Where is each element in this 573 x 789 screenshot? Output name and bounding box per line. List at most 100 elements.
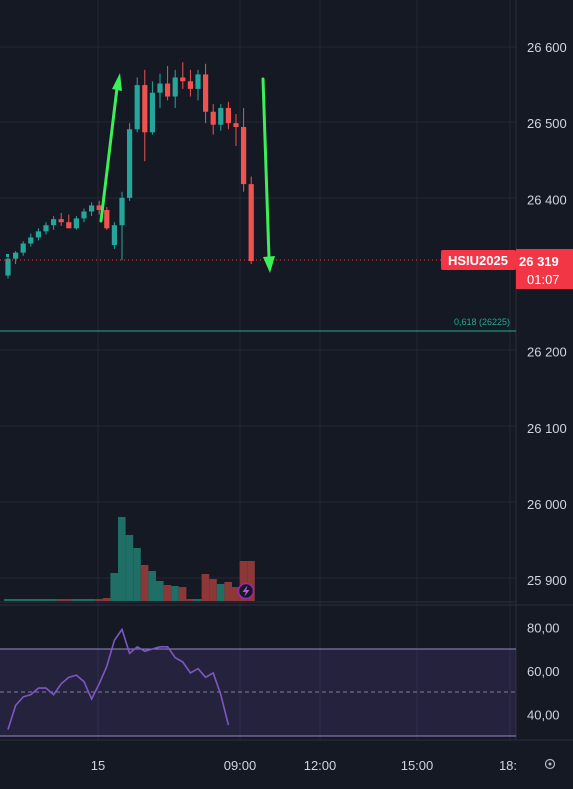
volume-bar	[178, 587, 187, 601]
candle-body	[233, 123, 239, 127]
volume-bar	[163, 585, 172, 601]
volume-bar	[26, 599, 35, 601]
oscillator-pane[interactable]	[0, 627, 516, 737]
time-axis-tick: 15:00	[401, 758, 434, 773]
candle-body	[134, 85, 140, 130]
candle-body	[20, 243, 26, 253]
candle-body	[127, 129, 133, 198]
candle-body	[203, 74, 209, 112]
candle-body	[58, 219, 64, 223]
volume-bar	[247, 561, 255, 601]
time-axis-tick: 18:	[499, 758, 517, 773]
candle-body	[210, 111, 216, 125]
candle-body	[81, 211, 87, 219]
price-axis-tick: 26 400	[527, 192, 567, 207]
time-axis[interactable]: 15 09:00 12:00 15:00 18:	[91, 758, 517, 773]
up-arrow-head[interactable]	[112, 73, 122, 91]
candle-body	[28, 237, 34, 244]
volume-bar	[110, 573, 118, 601]
bar-countdown: 01:07	[527, 272, 560, 287]
grid	[0, 0, 516, 740]
volume-bar	[156, 581, 164, 601]
price-axis-tick: 25 900	[527, 573, 567, 588]
dividend-marker-icon[interactable]	[6, 254, 9, 257]
candle-body	[51, 219, 57, 226]
oscillator-axis-tick: 80,00	[527, 620, 560, 635]
fib-level[interactable]: 0,618 (26225)	[0, 317, 516, 332]
gear-icon[interactable]	[544, 758, 556, 770]
price-axis[interactable]: 26 600 26 500 26 400 26 200 26 100 26 000 25 9…	[527, 40, 567, 588]
candle-body	[43, 225, 49, 232]
candle-body	[195, 74, 201, 89]
volume-bar	[186, 599, 194, 601]
volume-bar	[102, 598, 111, 601]
candle-body	[248, 184, 254, 262]
candle-body	[66, 222, 72, 229]
candle-body	[96, 205, 102, 211]
candle-body	[5, 258, 11, 276]
oscillator-axis[interactable]: 80,00 60,00 40,00	[527, 620, 560, 722]
volume-bar	[42, 599, 50, 601]
volume-bar	[4, 599, 12, 601]
candle-body	[73, 218, 79, 229]
down-arrow-shaft[interactable]	[261, 77, 271, 260]
volume-bar	[140, 565, 149, 601]
volume-bar	[224, 582, 232, 601]
volume-bar	[125, 535, 134, 601]
candle-body	[142, 85, 148, 133]
volume-bar	[216, 584, 225, 601]
candle-body	[119, 197, 125, 226]
volume-bar	[118, 517, 126, 601]
candle-body	[149, 92, 155, 133]
candle-body	[157, 83, 163, 93]
price-axis-tick: 26 600	[527, 40, 567, 55]
volume-bar	[19, 599, 27, 601]
price-tag-box	[516, 249, 573, 289]
candle-body	[180, 77, 186, 82]
volume-bar	[57, 599, 65, 601]
lightning-icon[interactable]	[237, 582, 255, 600]
up-arrow-shaft[interactable]	[99, 86, 119, 223]
candle-body	[187, 81, 193, 89]
last-price-tag[interactable]: HSIU2025 26 319 01:07	[441, 249, 573, 289]
volume-bar	[133, 548, 141, 601]
oscillator-axis-tick: 60,00	[527, 664, 560, 679]
volume-layer	[4, 517, 255, 601]
fib-level-label: 0,618 (26225)	[454, 317, 510, 327]
volume-bar	[148, 571, 156, 601]
volume-bar	[194, 599, 202, 601]
volume-bar	[209, 579, 217, 601]
candle-body	[165, 83, 171, 97]
volume-bar	[95, 599, 103, 601]
volume-bar	[232, 587, 240, 601]
oscillator-axis-tick: 40,00	[527, 707, 560, 722]
volume-bar	[64, 599, 73, 601]
candle-body	[172, 77, 178, 97]
candle-body	[218, 107, 224, 125]
price-axis-tick: 26 000	[527, 497, 567, 512]
price-axis-tick: 26 200	[527, 345, 567, 360]
down-arrow-head[interactable]	[263, 256, 275, 273]
volume-bar	[171, 586, 179, 601]
time-axis-tick: 15	[91, 758, 105, 773]
candle-body	[111, 225, 117, 246]
volume-bar	[72, 599, 80, 601]
volume-bar	[87, 599, 96, 601]
volume-bar	[11, 599, 20, 601]
volume-bar	[201, 574, 210, 601]
instrument-label: HSIU2025	[448, 253, 508, 268]
candle-body	[104, 210, 110, 229]
oscillator-line	[7, 627, 230, 730]
volume-bar	[34, 599, 42, 601]
volume-bar	[239, 561, 248, 601]
price-axis-tick: 26 500	[527, 116, 567, 131]
time-axis-tick: 09:00	[224, 758, 257, 773]
price-axis-tick: 26 100	[527, 421, 567, 436]
time-axis-tick: 12:00	[304, 758, 337, 773]
candle-body	[89, 205, 95, 212]
candle-body	[225, 107, 231, 124]
drawn-arrows[interactable]	[99, 73, 275, 273]
